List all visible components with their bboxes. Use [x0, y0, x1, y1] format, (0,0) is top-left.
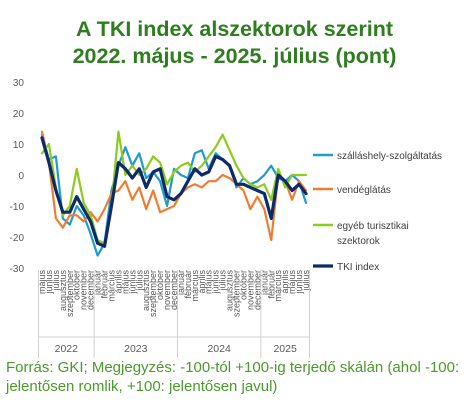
y-axis: 30 20 10 0 -10 -20 -30: [10, 78, 25, 275]
x-tick-label: május: [204, 270, 214, 295]
x-tick-label: június: [294, 270, 304, 295]
x-tick-label: március: [273, 270, 283, 302]
x-tick-label: szeptember: [232, 270, 242, 317]
x-tick-label: július: [301, 270, 311, 292]
x-tick-label: június: [127, 270, 137, 295]
x-tick-label: március: [106, 270, 116, 302]
x-tick-label: október: [238, 270, 248, 300]
y-tick-label: 20: [13, 109, 25, 120]
chart-title: A TKI index alszektorok szerint 2022. má…: [0, 16, 469, 70]
y-tick-label: 30: [13, 78, 25, 89]
x-tick-label: április: [197, 270, 207, 294]
y-tick-label: -30: [10, 264, 25, 275]
x-axis: májusjúniusjúliusaugusztusszeptemberoktó…: [37, 270, 311, 358]
x-tick-label: november: [162, 270, 172, 310]
legend: szálláshely-szolgáltatás vendéglátás egyéb…: [313, 151, 442, 273]
year-label: 2025: [273, 343, 297, 355]
x-tick-label: január: [176, 270, 186, 296]
x-tick-label: július: [134, 270, 144, 292]
title-line-2: 2022. május - 2025. július (pont): [72, 44, 397, 68]
x-tick-label: július: [51, 270, 61, 292]
x-tick-label: május: [287, 270, 297, 295]
x-tick-label: július: [218, 270, 228, 292]
x-tick-label: november: [245, 270, 255, 310]
x-tick-label: augusztus: [225, 270, 235, 312]
x-tick-label: december: [252, 270, 262, 310]
year-label: 2024: [207, 343, 231, 355]
x-tick-label: december: [169, 270, 179, 310]
y-tick-label: -20: [10, 233, 25, 244]
x-tick-label: április: [280, 270, 290, 294]
y-tick-label: 0: [18, 171, 24, 182]
x-tick-label: június: [44, 270, 54, 295]
x-tick-label: augusztus: [58, 270, 68, 312]
year-label: 2022: [55, 343, 79, 355]
x-tick-label: október: [72, 270, 82, 300]
x-tick-label: október: [155, 270, 165, 300]
title-line-1: A TKI index alszektorok szerint: [75, 17, 393, 41]
x-tick-label: április: [113, 270, 123, 294]
x-tick-label: március: [190, 270, 200, 302]
x-tick-label: december: [86, 270, 96, 310]
legend-label-1: vendéglátás: [337, 185, 391, 196]
series-line-0: [40, 133, 308, 257]
x-tick-label: május: [120, 270, 130, 295]
legend-label-3: TKI index: [337, 262, 379, 273]
x-tick-label: január: [93, 270, 103, 296]
series-line-2: [40, 130, 308, 245]
x-tick-label: február: [266, 270, 276, 299]
x-tick-label: szeptember: [148, 270, 158, 317]
legend-label-0: szálláshely-szolgáltatás: [337, 151, 442, 162]
x-tick-label: augusztus: [141, 270, 151, 312]
source-note: Forrás: GKI; Megjegyzés: -100-tól +100-i…: [6, 359, 460, 395]
x-tick-label: június: [211, 270, 221, 295]
series-line-1: [40, 130, 308, 242]
legend-label-2: egyéb turisztikai szektorok: [337, 221, 409, 247]
y-tick-label: -10: [10, 202, 25, 213]
series-lines: [40, 130, 308, 257]
x-tick-label: november: [79, 270, 89, 310]
x-tick-label: február: [100, 270, 110, 299]
y-tick-label: 10: [13, 140, 25, 151]
year-label: 2023: [124, 343, 148, 355]
x-tick-label: február: [183, 270, 193, 299]
series-line-3: [40, 136, 308, 248]
x-tick-label: január: [259, 270, 269, 296]
x-tick-label: május: [37, 270, 47, 295]
x-tick-label: szeptember: [65, 270, 75, 317]
